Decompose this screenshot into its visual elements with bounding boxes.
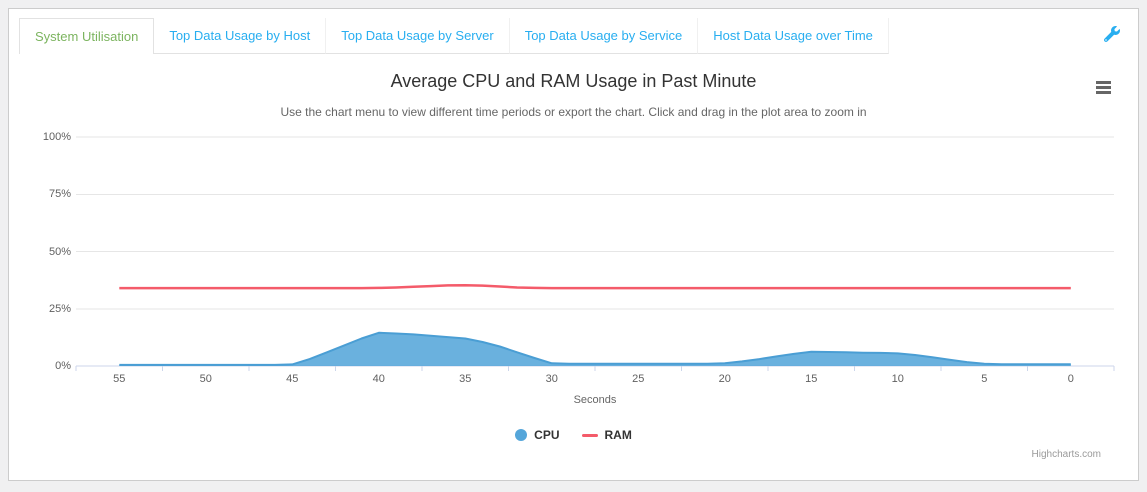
legend-label-ram: RAM (604, 428, 632, 442)
tab-top-data-usage-by-service[interactable]: Top Data Usage by Service (509, 18, 699, 54)
highcharts-credits-link[interactable]: Highcharts.com (1031, 449, 1101, 460)
x-axis-tick-label: 50 (199, 373, 212, 385)
cpu-series-marker-icon (515, 429, 528, 441)
y-axis-tick-label: 75% (48, 188, 71, 201)
tab-bar: System Utilisation Top Data Usage by Hos… (19, 18, 889, 54)
y-axis-tick-label: 0% (55, 360, 71, 372)
x-axis-tick-label: 45 (286, 373, 299, 385)
tab-top-data-usage-by-host[interactable]: Top Data Usage by Host (154, 18, 327, 54)
x-axis-tick-label: 30 (545, 373, 558, 385)
wrench-icon (1103, 26, 1120, 43)
settings-wrench-icon[interactable] (1103, 26, 1120, 43)
x-axis-tick-label: 5 (981, 373, 988, 385)
chart-plot-area[interactable] (9, 9, 1140, 482)
x-axis-tick-label: 55 (113, 373, 126, 385)
x-axis-title: Seconds (573, 394, 617, 406)
x-axis-tick-label: 15 (805, 373, 818, 385)
legend-item-ram[interactable]: RAM (581, 428, 632, 442)
y-axis-tick-label: 25% (48, 302, 71, 315)
ram-series-marker-icon (581, 433, 598, 437)
chart-menu-hamburger-icon[interactable] (1096, 81, 1111, 96)
dashboard-panel: System Utilisation Top Data Usage by Hos… (8, 8, 1139, 481)
chart-title: Average CPU and RAM Usage in Past Minute (390, 71, 757, 91)
x-axis-tick-label: 40 (372, 373, 385, 385)
x-axis-tick-label: 25 (632, 373, 645, 385)
chart-subtitle: Use the chart menu to view different tim… (280, 105, 867, 119)
x-axis-tick-label: 0 (1067, 373, 1074, 385)
chart-legend: CPU RAM (9, 428, 1138, 442)
x-axis-tick-label: 20 (718, 373, 731, 385)
tab-host-data-usage-over-time[interactable]: Host Data Usage over Time (698, 18, 889, 54)
legend-label-cpu: CPU (534, 428, 560, 442)
x-axis-tick-label: 10 (891, 373, 904, 385)
y-axis-tick-label: 50% (48, 245, 71, 258)
legend-item-cpu[interactable]: CPU (515, 428, 560, 442)
tab-system-utilisation[interactable]: System Utilisation (19, 18, 155, 54)
y-axis-tick-label: 100% (42, 131, 71, 143)
x-axis-tick-label: 35 (459, 373, 472, 385)
tab-top-data-usage-by-server[interactable]: Top Data Usage by Server (326, 18, 510, 54)
